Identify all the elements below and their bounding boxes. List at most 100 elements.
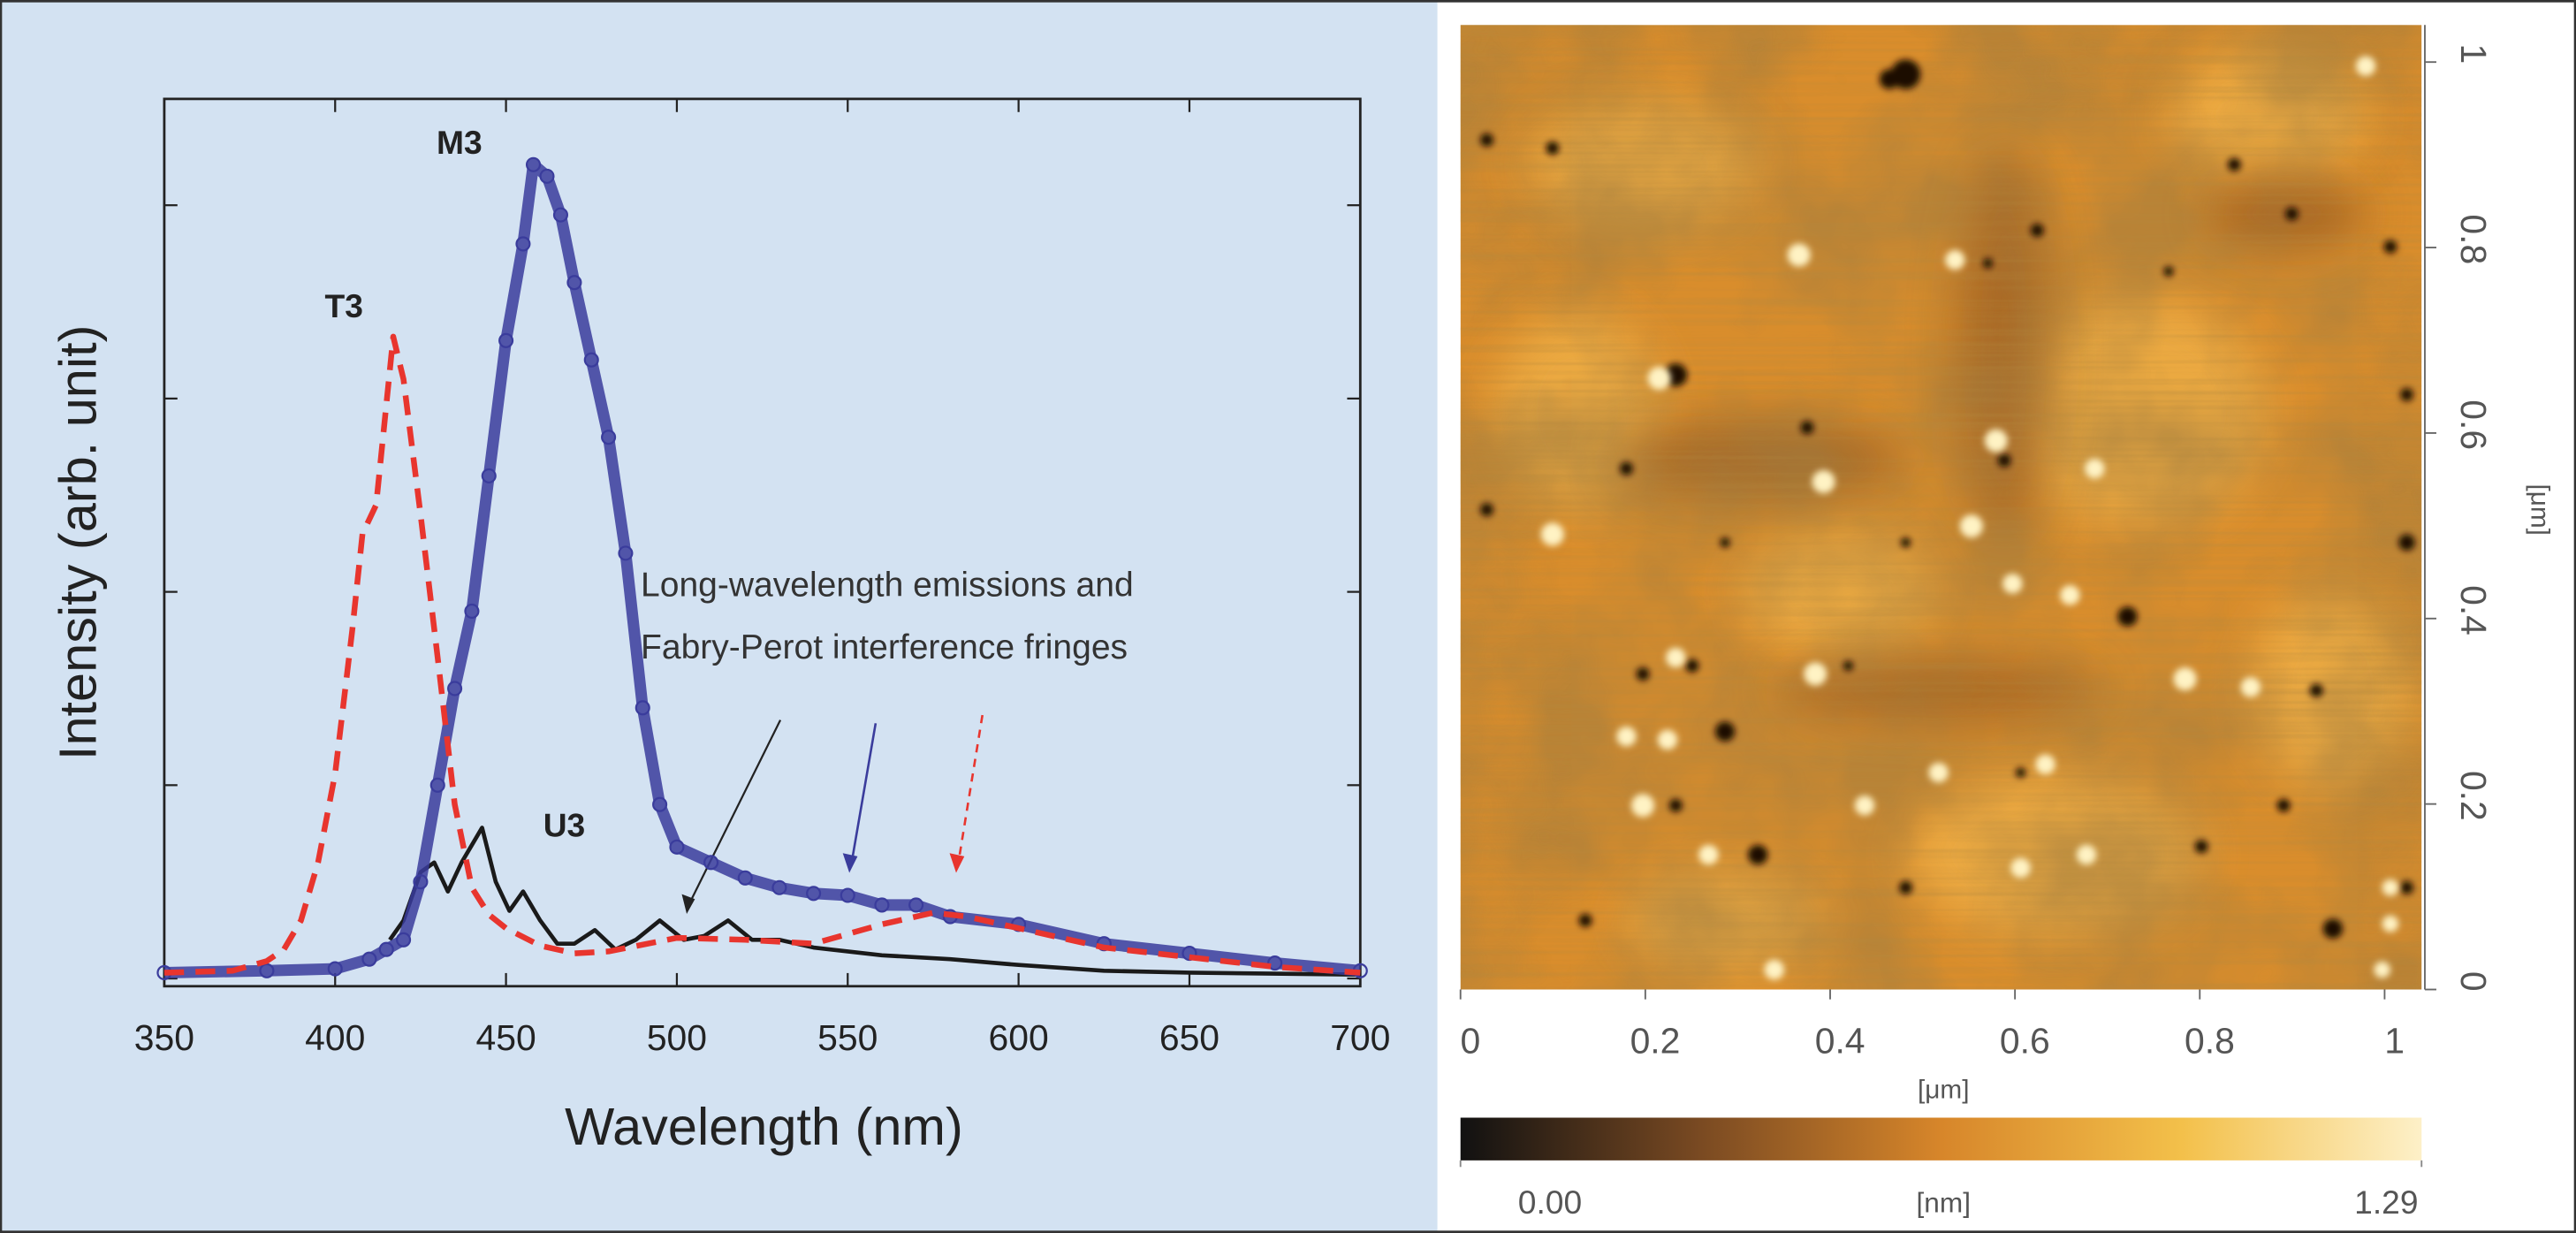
data-point bbox=[498, 332, 514, 348]
x-tick-label: 1 bbox=[2384, 1021, 2405, 1062]
x-tick-label: 400 bbox=[305, 1017, 365, 1058]
y-axis-title: Intensity (arb. unit) bbox=[49, 325, 108, 760]
grain-pit bbox=[2398, 534, 2415, 552]
grain-pit bbox=[2117, 606, 2138, 627]
grain-peak bbox=[1631, 794, 1655, 818]
data-point bbox=[396, 932, 412, 948]
series-label: U3 bbox=[543, 806, 586, 843]
grain-pit bbox=[2400, 388, 2413, 401]
grain-pit bbox=[2030, 224, 2044, 238]
data-point bbox=[840, 887, 855, 903]
data-point bbox=[737, 870, 753, 886]
grain-peak bbox=[1945, 249, 1965, 270]
grain-peak bbox=[2060, 585, 2080, 605]
grain-peak bbox=[1928, 762, 1949, 783]
x-tick-label: 0.6 bbox=[2000, 1021, 2050, 1062]
x-tick-label: 550 bbox=[817, 1017, 878, 1058]
y-tick-label: 1 bbox=[2453, 44, 2494, 65]
x-tick-label: 700 bbox=[1330, 1017, 1390, 1058]
grain-peak bbox=[1616, 727, 1637, 747]
annotation: Fabry-Perot interference fringes bbox=[641, 628, 1128, 666]
data-point bbox=[481, 468, 497, 483]
grain-pit bbox=[1720, 537, 1730, 548]
grain-pit bbox=[1997, 453, 2011, 468]
grain-pit bbox=[1800, 421, 1814, 435]
data-point bbox=[583, 352, 599, 368]
grain-pit bbox=[1620, 461, 1633, 476]
data-point bbox=[447, 681, 463, 696]
data-point bbox=[1267, 955, 1283, 971]
grain-peak bbox=[2382, 915, 2399, 932]
grain-pit bbox=[2016, 767, 2026, 778]
grain-pit bbox=[2383, 240, 2397, 254]
x-tick-label: 500 bbox=[647, 1017, 707, 1058]
grain-pit bbox=[2284, 207, 2299, 221]
y-tick-label: 0.8 bbox=[2453, 214, 2494, 264]
arrows bbox=[681, 714, 984, 914]
grain-peak bbox=[2085, 459, 2105, 479]
data-point bbox=[635, 700, 650, 716]
left-panel bbox=[0, 0, 1438, 1233]
y-tick-label: 0.6 bbox=[2453, 400, 2494, 450]
data-point bbox=[413, 874, 429, 890]
data-point bbox=[601, 430, 617, 445]
grain-peak bbox=[2374, 961, 2390, 978]
colorbar-tick-label: 1.29 bbox=[2354, 1184, 2418, 1221]
plot-frame bbox=[163, 97, 1362, 988]
grain-pit bbox=[2163, 266, 2174, 277]
series-line bbox=[388, 826, 1361, 977]
grain-pit bbox=[1685, 658, 1699, 673]
series-line bbox=[163, 333, 1361, 976]
grain-pit bbox=[2322, 918, 2344, 939]
grain-peak bbox=[1984, 429, 2008, 453]
grain-pit bbox=[1982, 258, 1994, 269]
x-tick-label: 450 bbox=[475, 1017, 536, 1058]
colorbar-tick-label: 0.00 bbox=[1518, 1184, 1582, 1221]
data-point bbox=[703, 855, 719, 871]
grain-pit bbox=[1879, 69, 1900, 89]
data-point bbox=[429, 777, 445, 793]
data-point bbox=[652, 796, 668, 812]
grain-pit bbox=[1636, 667, 1650, 681]
data-point bbox=[669, 839, 685, 855]
grain-peak bbox=[2076, 844, 2097, 865]
y-tick-label: 0.4 bbox=[2453, 585, 2494, 636]
grain-peak bbox=[1787, 243, 1811, 267]
data-point bbox=[361, 951, 377, 967]
grain-pit bbox=[2194, 840, 2208, 854]
grain-peak bbox=[1812, 470, 1835, 494]
grain-pit bbox=[1900, 537, 1911, 548]
x-tick-label: 600 bbox=[989, 1017, 1049, 1058]
grain-peak bbox=[1666, 647, 1686, 668]
grain-pit bbox=[1546, 141, 1560, 156]
data-point bbox=[539, 168, 555, 184]
afm-image bbox=[1460, 25, 2422, 990]
data-point bbox=[552, 207, 569, 223]
data-point bbox=[566, 275, 582, 291]
data-point bbox=[378, 941, 394, 957]
grain-pit bbox=[2309, 683, 2323, 697]
data-point bbox=[515, 236, 531, 252]
y-axis-title: [μm] bbox=[2525, 483, 2554, 535]
data-point bbox=[874, 897, 890, 913]
x-tick-label: 0.4 bbox=[1815, 1021, 1866, 1062]
y-tick-label: 0 bbox=[2453, 971, 2494, 992]
y-tick-label: 0.2 bbox=[2453, 771, 2494, 821]
data-point bbox=[525, 156, 542, 172]
grain-peak bbox=[2382, 879, 2399, 896]
annotation: Long-wavelength emissions and bbox=[641, 566, 1134, 604]
data-point bbox=[618, 545, 634, 561]
grain-pit bbox=[1899, 880, 1912, 894]
data-point bbox=[771, 879, 787, 895]
grain-pit bbox=[2400, 880, 2413, 894]
data-point bbox=[327, 961, 343, 977]
grain-pit bbox=[1714, 721, 1736, 742]
grain-peak bbox=[1657, 729, 1678, 750]
data-point bbox=[806, 886, 822, 902]
grain-pit bbox=[1578, 913, 1592, 927]
x-axis-title: [μm] bbox=[1918, 1076, 1969, 1105]
series-label: T3 bbox=[325, 287, 363, 324]
